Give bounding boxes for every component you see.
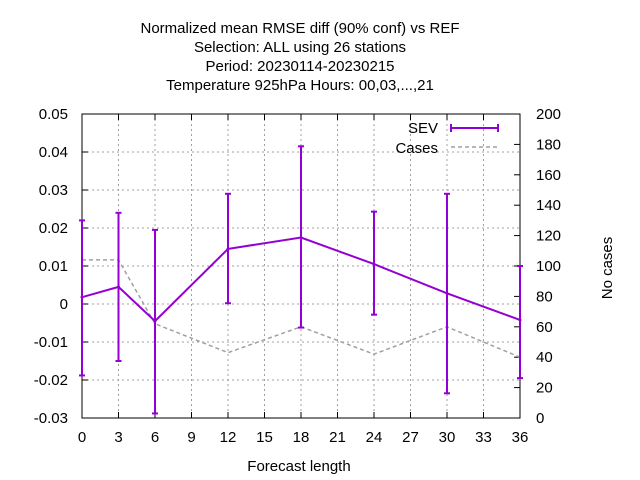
y2-tick-label: 20 [536,380,553,397]
y-tick-label: 0.01 [39,258,68,275]
legend-label-cases: Cases [395,140,438,157]
sev-point [153,319,157,323]
x-tick-label: 24 [366,429,383,446]
title-line-1: Normalized mean RMSE diff (90% conf) vs … [141,20,460,37]
y-tick-label: -0.03 [34,410,68,427]
y-tick-label: 0 [60,296,68,313]
legend: SEV Cases [395,120,499,157]
sev-point [117,285,120,289]
series-sev [79,145,523,415]
y-tick-label: -0.01 [34,334,68,351]
x-tick-label: 30 [439,429,456,446]
sev-point [445,291,449,295]
y-tick-label: 0.04 [39,144,68,161]
x-tick-label: 9 [187,429,195,446]
y-tick-label: 0.02 [39,220,68,237]
x-tick-label: 12 [220,429,237,446]
x-tick-label: 3 [114,429,122,446]
title-line-2: Selection: ALL using 26 stations [194,39,406,56]
y-tick-label: 0.05 [39,106,68,123]
y2-tick-label: 40 [536,349,553,366]
chart-title: Normalized mean RMSE diff (90% conf) vs … [141,20,460,94]
cases-line [82,259,521,358]
y-tick-label: -0.02 [34,372,68,389]
legend-label-sev: SEV [408,120,438,137]
title-line-3: Period: 20230114-20230215 [205,58,394,75]
x-tick-label: 15 [256,429,273,446]
x-tick-label: 27 [402,429,419,446]
y2-tick-label: 60 [536,319,553,336]
y2-axis-label: No cases [599,237,616,300]
y2-tick-label: 200 [536,106,561,123]
x-tick-label: 18 [293,429,310,446]
axes: 0 3 6 9 12 15 18 21 24 27 30 33 36-0.03-0.02-0.0100.… [34,106,561,446]
sev-point [226,247,230,251]
y2-tick-label: 100 [536,258,561,275]
x-tick-label: 21 [329,429,346,446]
sev-point [80,295,84,299]
y2-tick-label: 180 [536,136,561,153]
x-tick-label: 6 [151,429,159,446]
y2-tick-label: 160 [536,167,561,184]
y2-tick-label: 140 [536,197,561,214]
sev-line [81,236,521,323]
sev-point [518,318,522,322]
x-axis-label: Forecast length [247,458,350,475]
y2-tick-label: 0 [536,410,544,427]
x-tick-label: 36 [512,429,529,446]
sev-point [372,262,376,266]
y2-tick-label: 80 [536,288,553,305]
x-tick-label: 33 [475,429,492,446]
y2-tick-label: 120 [536,228,561,245]
x-tick-label: 0 [78,429,86,446]
sev-point [299,236,303,239]
y-tick-label: 0.03 [39,182,68,199]
title-line-4: Temperature 925hPa Hours: 00,03,...,21 [166,77,434,94]
